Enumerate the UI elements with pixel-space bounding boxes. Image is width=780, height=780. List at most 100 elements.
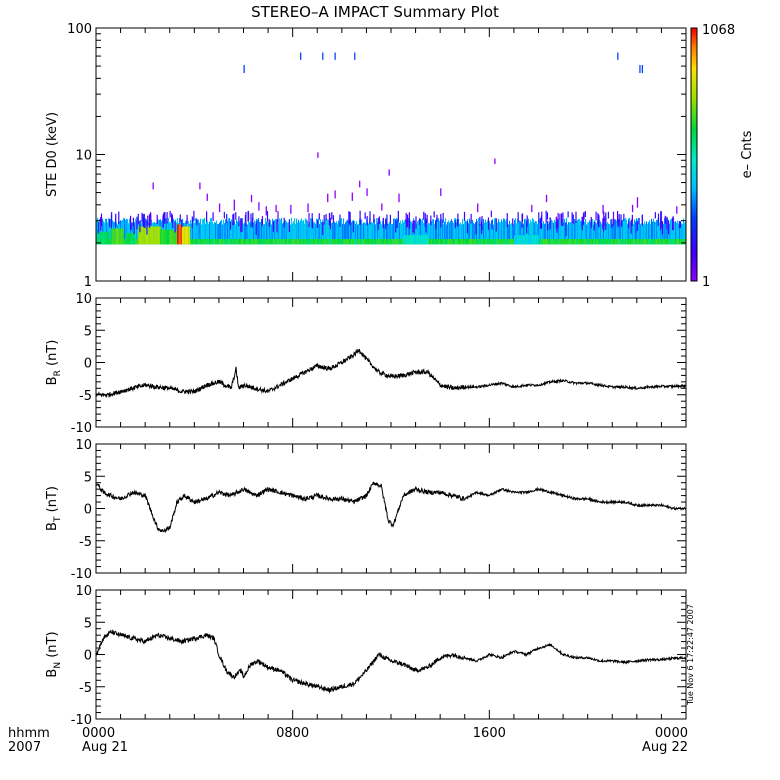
colorbar-cell xyxy=(691,55,697,57)
spectrogram-low-energy-cell xyxy=(193,238,195,245)
spectrogram-column xyxy=(617,221,619,245)
spectrogram-low-energy-cell xyxy=(452,238,454,245)
spectrogram-column xyxy=(438,218,440,245)
spectrogram-low-energy-cell xyxy=(363,238,365,245)
spectrogram-column xyxy=(364,222,366,245)
colorbar-cell xyxy=(691,87,697,89)
spectrogram-speckle xyxy=(252,212,254,221)
spectrogram-low-energy-cell xyxy=(437,238,439,245)
spectrogram-column xyxy=(456,222,458,245)
spectrogram-column xyxy=(555,221,557,245)
spectrogram-hot-cell xyxy=(530,235,533,245)
spectrogram-column xyxy=(209,221,211,245)
spectrogram-column xyxy=(646,221,648,245)
spectrogram-hot-cell xyxy=(418,235,420,245)
spectrogram-column xyxy=(271,224,273,245)
spectrogram-speckle xyxy=(288,219,291,233)
colorbar-cell xyxy=(691,189,697,191)
spectrogram-hot-cell xyxy=(424,235,426,245)
spectrogram-low-energy-cell xyxy=(336,238,338,245)
spectrogram-low-energy-cell xyxy=(590,238,592,245)
spectrogram-column xyxy=(343,218,345,245)
colorbar-cell xyxy=(691,184,697,186)
spectrogram-low-energy-cell xyxy=(220,238,222,245)
spectrogram-hot-cell xyxy=(403,235,405,245)
spectrogram-column xyxy=(419,224,421,245)
spectrogram-column xyxy=(291,217,293,245)
spectrogram-column xyxy=(213,224,215,245)
spectrogram-low-energy-cell xyxy=(549,238,551,245)
spectrogram-low-energy-cell xyxy=(476,238,478,245)
spectrogram-speckle xyxy=(283,217,285,228)
colorbar-cell xyxy=(691,193,697,195)
spectrogram-column xyxy=(621,223,623,245)
x-tick-label-time: 0800 xyxy=(276,726,309,741)
spectrogram-low-energy-cell xyxy=(305,238,307,245)
spectrogram-hot-cell xyxy=(178,224,180,245)
spectrogram-low-energy-cell xyxy=(456,238,458,245)
panel-frame xyxy=(95,589,687,720)
spectrogram-low-energy-cell xyxy=(655,238,657,245)
spectrogram-hot-cell xyxy=(173,230,175,245)
spectrogram-column xyxy=(257,219,259,245)
spectrogram-column xyxy=(638,217,640,245)
spectrogram-low-energy-cell xyxy=(546,238,548,245)
spectrogram-low-energy-cell xyxy=(306,238,308,245)
spectrogram-low-energy-cell xyxy=(640,238,642,245)
spectrogram-low-energy-cell xyxy=(357,238,359,245)
spectrogram-low-energy-cell xyxy=(272,238,274,245)
spectrogram-low-energy-cell xyxy=(484,238,486,245)
spectrogram-column xyxy=(584,221,586,245)
spectrogram-column xyxy=(334,221,336,245)
spectrogram-column xyxy=(245,218,247,245)
spectrogram-column xyxy=(376,218,378,245)
spectrogram-low-energy-cell xyxy=(664,238,666,245)
spectrogram-low-energy-cell xyxy=(513,238,515,245)
y-axis-label-main: B xyxy=(45,669,60,678)
colorbar-cell xyxy=(691,131,697,133)
spectrogram-column xyxy=(109,223,111,245)
colorbar-cell xyxy=(691,68,697,70)
spectrogram-column xyxy=(356,221,358,245)
spectrogram-column xyxy=(231,219,233,245)
spectrogram-speckle xyxy=(146,220,148,235)
spectrogram-low-energy-cell xyxy=(371,238,373,245)
spectrogram-column xyxy=(495,217,497,245)
spectrogram-hot-cell xyxy=(117,228,119,245)
spectrogram-column xyxy=(543,221,545,245)
spectrogram-speckle xyxy=(100,213,103,227)
spectrogram-column xyxy=(643,224,645,245)
spectrogram-column xyxy=(658,218,660,245)
spectrogram-column xyxy=(369,224,371,245)
spectrogram-column xyxy=(392,224,394,245)
spectrogram-low-energy-cell xyxy=(654,238,656,245)
spectrogram-low-energy-cell xyxy=(630,238,632,245)
spectrogram-column xyxy=(521,223,523,245)
colorbar-cell xyxy=(691,93,697,95)
spectrogram-column xyxy=(382,220,384,245)
spectrogram-low-energy-cell xyxy=(571,238,573,245)
colorbar-cell xyxy=(691,200,697,202)
spectrogram-column xyxy=(330,221,332,245)
spectrogram-low-energy-cell xyxy=(375,238,377,245)
spectrogram-speckle xyxy=(479,216,481,226)
spectrogram-low-energy-cell xyxy=(471,238,473,245)
spectrogram-low-energy-cell xyxy=(309,238,311,245)
spectrogram-low-energy-cell xyxy=(463,238,465,245)
spectrogram-column xyxy=(502,221,504,245)
spectrogram-low-energy-cell xyxy=(267,238,269,245)
spectrogram-column xyxy=(659,222,661,245)
colorbar-cell xyxy=(691,91,697,93)
spectrogram-speckle xyxy=(620,214,622,224)
spectrogram-low-energy-cell xyxy=(611,238,613,245)
colorbar-cell xyxy=(691,29,697,31)
spectrogram-low-energy-cell xyxy=(573,238,575,245)
spectrogram-low-energy-cell xyxy=(647,238,649,245)
spectrogram-low-energy-cell xyxy=(355,238,357,245)
spectrogram-low-energy-cell xyxy=(448,238,450,245)
spectrogram-hot-cell xyxy=(426,235,428,245)
spectrogram-column xyxy=(135,218,137,245)
spectrogram-hot-cell xyxy=(111,228,113,245)
colorbar-cell xyxy=(691,273,697,275)
spectrogram-low-energy-cell xyxy=(211,238,213,245)
